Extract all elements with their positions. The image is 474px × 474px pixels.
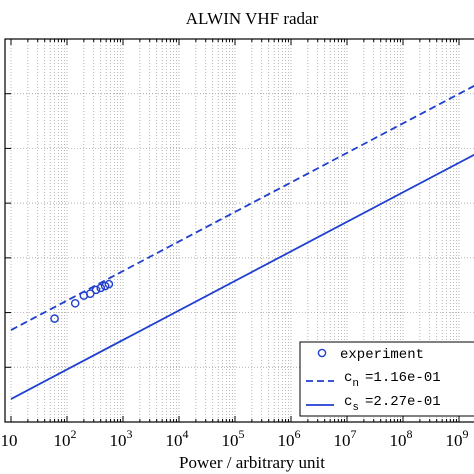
x-tick-label: 104 <box>166 427 189 450</box>
chart-title: ALWIN VHF radar <box>186 9 319 28</box>
x-tick-label: 105 <box>222 427 245 450</box>
experiment-point <box>104 279 114 289</box>
x-tick-label: 107 <box>334 427 357 450</box>
experiment-point <box>96 283 106 293</box>
experiment-point <box>70 298 80 308</box>
x-tick-labels: 10 102 103 104 105 106 107 108 109 <box>1 427 469 450</box>
x-tick-label: 10 <box>1 431 18 450</box>
grid <box>5 39 474 422</box>
legend: experiment cn =1.16e-01 cs =2.27e-01 <box>299 341 474 417</box>
experiment-point <box>50 314 59 323</box>
x-tick-label: 102 <box>54 427 77 450</box>
x-tick-label: 108 <box>390 427 413 450</box>
legend-label-n: cn =1.16e-01 <box>344 370 441 390</box>
legend-label-s: cs =2.27e-01 <box>344 394 441 414</box>
legend-box <box>299 341 474 417</box>
cs-solid-line <box>10 153 474 400</box>
x-tick-label: 109 <box>446 427 469 450</box>
experiment-point <box>91 285 101 295</box>
x-axis-label: Power / arbitrary unit <box>179 453 325 472</box>
legend-marker-experiment <box>317 348 327 358</box>
legend-label-experiment: experiment <box>340 347 424 363</box>
series-layer <box>10 84 474 400</box>
plot-frame <box>4 38 474 423</box>
tick-marks <box>5 39 460 422</box>
x-tick-label: 106 <box>278 427 301 450</box>
x-tick-label: 103 <box>110 427 133 450</box>
experiment-point <box>85 289 95 298</box>
